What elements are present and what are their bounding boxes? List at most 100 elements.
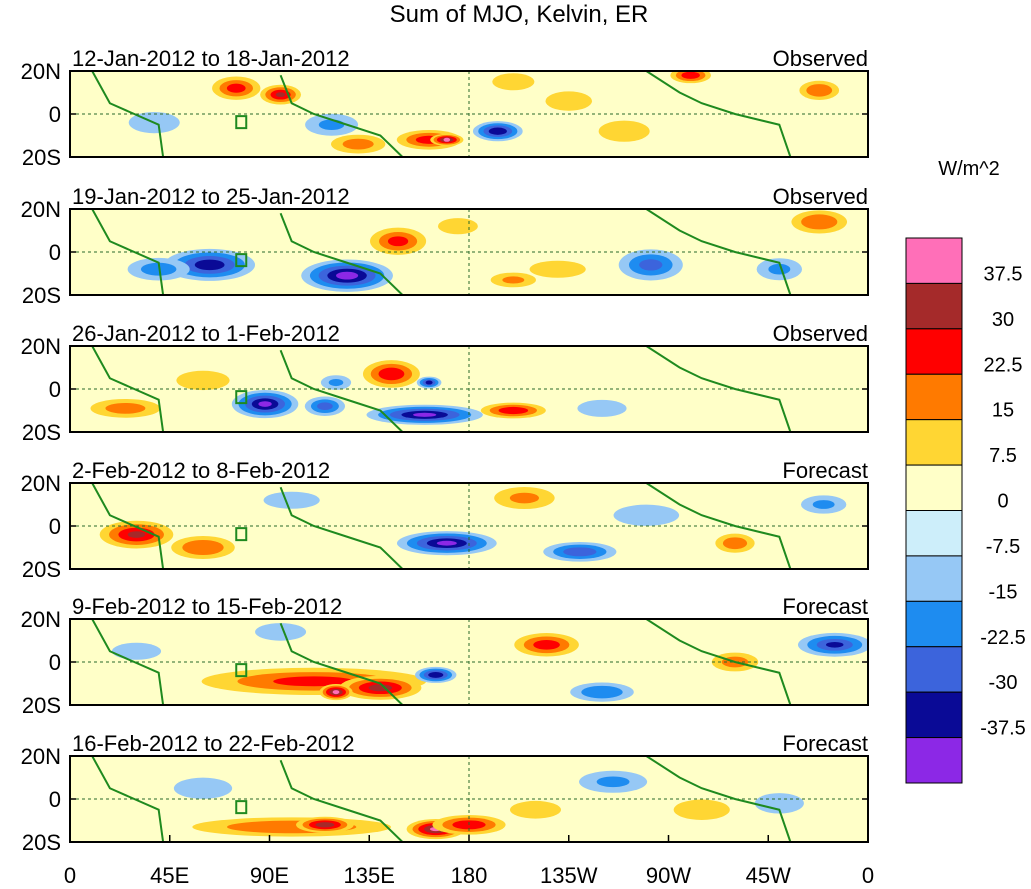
colorbar-label: -15 [989, 581, 1018, 603]
colorbar-label: -30 [989, 672, 1018, 694]
anomaly-cell [490, 272, 537, 288]
panel-type-label: Forecast [782, 731, 868, 756]
x-tick-label: 135E [344, 863, 395, 888]
anomaly-cell [791, 210, 848, 234]
y-tick-label: 0 [49, 377, 61, 402]
panels: 20N 0 20S 12-Jan-2012 to 18-Jan-2012 Observe… [21, 46, 869, 855]
colorbar-swatch [905, 237, 963, 284]
anomaly-cell [529, 260, 586, 278]
panel-3: 20N 0 20S 26-Jan-2012 to 1-Feb-2012 Observed [21, 321, 869, 445]
colorbar-label: 7.5 [989, 445, 1017, 467]
colorbar-swatch [905, 328, 963, 375]
y-tick-label: 0 [49, 787, 61, 812]
y-tick-label: 20S [22, 283, 61, 308]
anomaly-cell [416, 376, 442, 389]
anomaly-cell [339, 675, 422, 700]
colorbar-units: W/m^2 [938, 158, 1000, 180]
anomaly-cell [570, 682, 634, 702]
anomaly-cell [543, 541, 617, 562]
colorbar-label: -7.5 [986, 536, 1020, 558]
panel-date-range: 2-Feb-2012 to 8-Feb-2012 [72, 458, 330, 483]
colorbar-label: 22.5 [984, 354, 1023, 376]
y-tick-label: 20N [21, 197, 61, 222]
colorbar-label: 15 [992, 400, 1014, 422]
y-tick-label: 20N [21, 334, 61, 359]
panel-1: 20N 0 20S 12-Jan-2012 to 18-Jan-2012 Observe… [21, 46, 869, 170]
anomaly-cell [673, 799, 730, 820]
colorbar-swatch [905, 691, 963, 739]
colorbar-swatch [905, 600, 963, 648]
anomaly-cell [176, 370, 230, 391]
colorbar: 37.5 30 22.5 15 7.5 0 -7.5 -15 -22.5 -30 -37.5 [905, 237, 1026, 784]
coastlines [91, 619, 792, 705]
anomaly-cell [304, 396, 346, 416]
anomaly-cell [366, 404, 483, 425]
panel-6: 20N 0 20S 16-Feb-2012 to 22-Feb-2012 Forecas… [21, 731, 869, 855]
panel-type-label: Forecast [782, 594, 868, 619]
anomaly-cell [715, 533, 755, 553]
panel-5: 20N 0 20S 9-Feb-2012 to 15-Feb-2012 Forecast [21, 594, 869, 718]
anomaly-cell [396, 531, 497, 556]
anomaly-cell [545, 91, 593, 111]
colorbar-swatch [905, 737, 963, 784]
anomaly-cell [111, 642, 162, 660]
panel-date-range: 9-Feb-2012 to 15-Feb-2012 [72, 594, 342, 619]
anomaly-cell [331, 134, 386, 154]
panel-type-label: Observed [773, 321, 868, 346]
anomaly-cell [415, 666, 457, 683]
panel-4: 20N 0 20S 2-Feb-2012 to 8-Feb-2012 Forecast [21, 458, 869, 582]
coastlines [91, 346, 792, 432]
anomaly-cell [510, 800, 561, 819]
anomaly-cell [231, 389, 299, 419]
anomaly-cell [598, 120, 650, 142]
chart-title: Sum of MJO, Kelvin, ER [390, 1, 649, 28]
colorbar-label: 0 [997, 491, 1008, 513]
colorbar-swatch [905, 555, 963, 602]
y-tick-label: 20S [22, 557, 61, 582]
panel-date-range: 26-Jan-2012 to 1-Feb-2012 [72, 321, 340, 346]
anomaly-cell [301, 259, 393, 292]
panel-date-range: 12-Jan-2012 to 18-Jan-2012 [72, 46, 350, 71]
colorbar-label: -22.5 [980, 627, 1026, 649]
y-tick-label: 0 [49, 240, 61, 265]
anomaly-cell [255, 623, 307, 641]
anomaly-cell [296, 816, 354, 833]
anomaly-cell [263, 491, 320, 509]
anomaly-cell [618, 249, 683, 281]
anomaly-cell [362, 360, 420, 388]
anomaly-cell [370, 227, 427, 255]
anomaly-cell [494, 487, 555, 510]
y-tick-label: 0 [49, 514, 61, 539]
y-tick-label: 20N [21, 471, 61, 496]
colorbar-label: -37.5 [980, 718, 1026, 740]
y-tick-label: 20N [21, 607, 61, 632]
y-tick-label: 20N [21, 59, 61, 84]
colorbar-swatch [905, 646, 963, 693]
anomaly-cell [99, 520, 174, 549]
colorbar-swatch [905, 419, 963, 466]
colorbar-swatch [905, 510, 963, 557]
x-tick-label: 45E [150, 863, 189, 888]
x-tick-label: 180 [451, 863, 488, 888]
anomaly-cell [492, 73, 535, 91]
x-tick-label: 45W [746, 863, 791, 888]
y-tick-label: 0 [49, 102, 61, 127]
y-tick-label: 20S [22, 420, 61, 445]
anomaly-cell [472, 121, 523, 142]
x-tick-label: 90E [250, 863, 289, 888]
anomaly-cell [90, 398, 161, 418]
anomaly-cell [797, 632, 868, 657]
colorbar-label: 37.5 [984, 263, 1023, 285]
colorbar-label: 30 [992, 309, 1014, 331]
anomaly-cell [430, 133, 464, 146]
panel-date-range: 16-Feb-2012 to 22-Feb-2012 [72, 731, 355, 756]
anomaly-cell [437, 218, 478, 235]
panel-date-range: 19-Jan-2012 to 25-Jan-2012 [72, 184, 350, 209]
y-tick-label: 0 [49, 650, 61, 675]
anomaly-cell [754, 793, 804, 814]
anomaly-cell [173, 777, 233, 799]
anomaly-cell [670, 71, 711, 84]
colorbar-swatch [905, 282, 963, 330]
anomaly-cell [514, 633, 579, 657]
anomaly-cell [613, 504, 680, 526]
